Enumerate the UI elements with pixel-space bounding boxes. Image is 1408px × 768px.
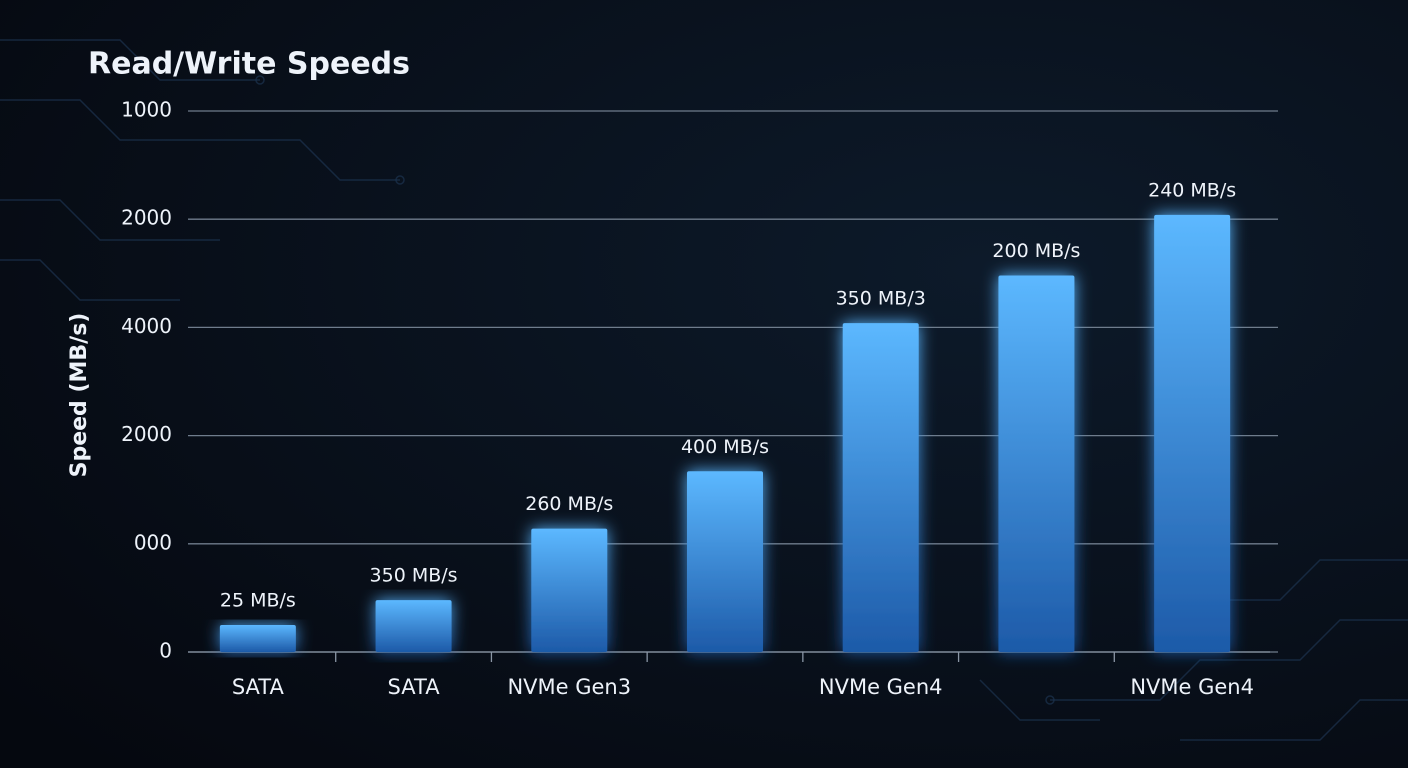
- circuit-decoration: [0, 39, 1408, 741]
- bar: [842, 323, 919, 652]
- bar: [687, 471, 763, 652]
- bar-annotation: 200 MB/s: [992, 240, 1080, 262]
- x-tick-label: NVMe Gen4: [819, 675, 943, 699]
- y-tick-label: 0: [159, 639, 172, 663]
- bar-annotation: 350 MB/s: [370, 565, 458, 587]
- x-tick-label: SATA: [388, 675, 441, 699]
- bar-annotation: 400 MB/s: [681, 436, 769, 458]
- bar-annotation: 240 MB/s: [1148, 179, 1236, 201]
- bar-annotation: 25 MB/s: [220, 589, 296, 611]
- chart-title: Read/Write Speeds: [88, 47, 410, 82]
- y-axis-label: Speed (MB/s): [67, 313, 92, 478]
- y-tick-label: 2000: [121, 206, 172, 230]
- bar-annotation: 260 MB/s: [525, 493, 613, 515]
- y-tick-label: 1000: [121, 98, 172, 122]
- bar: [531, 528, 608, 652]
- bar: [998, 275, 1075, 652]
- y-tick-label: 2000: [121, 422, 172, 446]
- y-tick-label: 4000: [121, 314, 172, 338]
- bar-annotation: 350 MB/3: [836, 288, 926, 310]
- bar: [219, 624, 296, 652]
- x-tick-label: NVMe Gen3: [507, 675, 631, 699]
- x-tick-label: NVMe Gen4: [1130, 675, 1254, 699]
- y-tick-label: 000: [134, 530, 172, 554]
- bar: [1154, 214, 1231, 652]
- x-tick-label: SATA: [232, 675, 285, 699]
- bar: [375, 600, 452, 652]
